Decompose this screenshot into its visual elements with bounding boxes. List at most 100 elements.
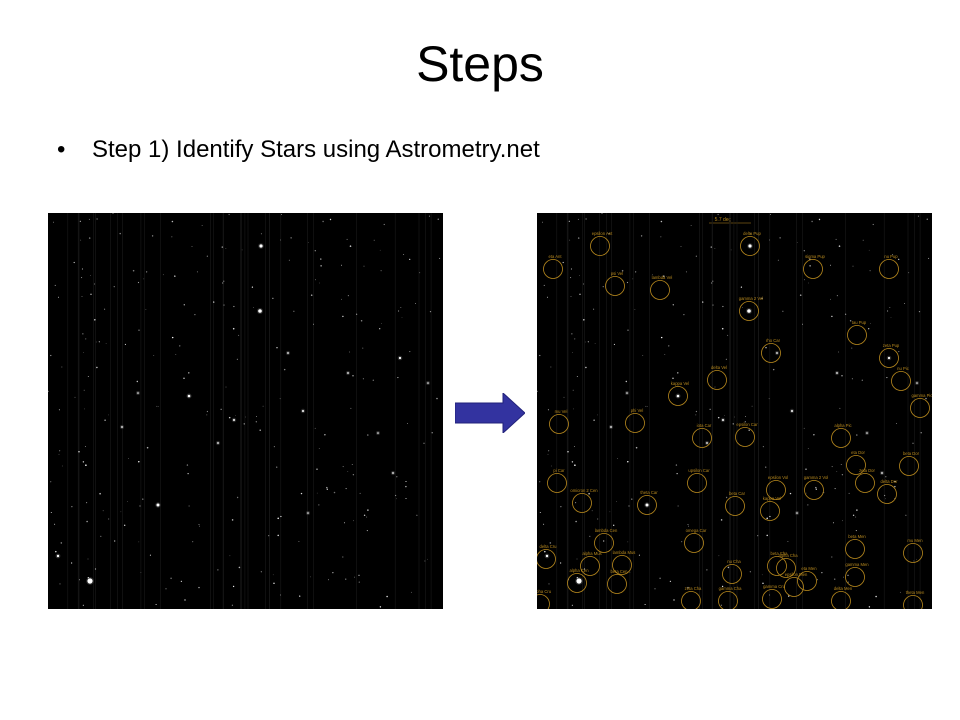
raw-bright-star (398, 356, 402, 360)
annotated-faint-star (688, 525, 689, 527)
annotated-faint-star (627, 329, 629, 331)
raw-faint-star (358, 574, 360, 576)
annotated-faint-star (585, 366, 587, 369)
raw-faint-star (349, 245, 352, 247)
annotated-faint-star (834, 578, 836, 580)
star-label: pi Car (553, 468, 565, 473)
raw-faint-star (85, 464, 87, 466)
star-label: psi Vel (611, 271, 623, 276)
raw-faint-star (283, 368, 286, 371)
annotated-faint-star (928, 257, 930, 259)
annotated-faint-star (912, 442, 914, 445)
annotation-ring (740, 236, 760, 256)
annotated-faint-star (575, 520, 577, 523)
annotated-faint-star (832, 522, 835, 524)
annotated-faint-star (847, 574, 849, 576)
raw-star-field-image (48, 213, 443, 609)
annotated-faint-star (559, 562, 562, 564)
star-label: eta Ant (548, 254, 562, 259)
raw-faint-star (138, 541, 140, 543)
raw-faint-star (55, 550, 57, 553)
annotated-faint-star (597, 518, 599, 520)
annotated-faint-star (663, 275, 665, 277)
raw-faint-star (231, 519, 234, 521)
raw-faint-star (128, 458, 129, 459)
annotated-faint-star (742, 307, 743, 308)
annotated-faint-star (926, 218, 928, 220)
raw-faint-star (372, 379, 374, 381)
raw-faint-star (119, 232, 121, 235)
annotated-faint-star (583, 568, 586, 570)
annotated-faint-star (802, 323, 803, 325)
raw-faint-star (347, 295, 349, 297)
annotated-faint-star (898, 351, 900, 353)
raw-faint-star (363, 514, 366, 516)
annotated-bright-star (676, 394, 680, 398)
annotated-faint-star (660, 220, 663, 223)
annotated-faint-star (687, 586, 689, 589)
raw-faint-star (409, 351, 411, 353)
raw-faint-star (347, 471, 349, 472)
annotated-faint-star (870, 323, 871, 324)
raw-faint-star (81, 277, 83, 279)
raw-faint-star (50, 354, 52, 357)
raw-faint-star (268, 535, 270, 537)
annotated-faint-star (851, 347, 853, 349)
star-label: kappa Vel (671, 381, 689, 386)
raw-faint-star (87, 375, 89, 377)
annotated-bright-star (722, 419, 724, 421)
raw-faint-star (124, 343, 126, 345)
raw-faint-star (220, 408, 222, 410)
star-label: nu Cha (727, 559, 741, 564)
annotated-faint-star (714, 248, 716, 250)
raw-faint-star (191, 245, 193, 248)
raw-faint-star (82, 604, 84, 606)
raw-faint-star (358, 581, 360, 583)
raw-faint-star (363, 265, 365, 267)
annotated-faint-star (627, 460, 629, 463)
raw-faint-star (403, 254, 405, 255)
star-label: lambda Cen (595, 528, 618, 533)
raw-faint-star (379, 249, 381, 251)
annotated-faint-star (779, 237, 781, 239)
annotated-faint-star (768, 398, 770, 400)
raw-faint-star (349, 351, 351, 353)
annotated-faint-star (571, 461, 574, 463)
annotated-faint-star (617, 458, 618, 459)
annotated-faint-star (789, 492, 792, 495)
annotated-faint-star (807, 448, 809, 449)
raw-faint-star (53, 221, 55, 223)
annotated-faint-star (579, 293, 581, 295)
annotation-ring (877, 484, 897, 504)
raw-faint-star (342, 466, 344, 468)
raw-faint-star (175, 354, 177, 356)
star-label: theta Men (906, 590, 925, 595)
annotation-ring (684, 533, 704, 553)
annotated-faint-star (727, 566, 730, 569)
annotation-ring (735, 427, 755, 447)
annotation-ring (879, 259, 899, 279)
raw-faint-star (82, 352, 84, 353)
annotation-ring (537, 594, 550, 609)
annotated-faint-star (680, 245, 682, 248)
annotated-faint-star (815, 486, 817, 489)
annotated-bright-star (796, 512, 798, 514)
raw-faint-star (290, 237, 292, 239)
annotated-faint-star (571, 352, 573, 353)
star-label: mu Men (907, 538, 923, 543)
annotated-faint-star (918, 310, 921, 313)
raw-faint-star (81, 268, 83, 270)
raw-faint-star (313, 323, 314, 325)
raw-faint-star (170, 577, 172, 580)
raw-faint-star (238, 334, 240, 336)
annotated-faint-star (872, 223, 874, 226)
raw-faint-star (277, 517, 279, 520)
annotated-faint-star (796, 242, 798, 243)
raw-faint-star (198, 586, 200, 589)
raw-faint-star (396, 498, 397, 500)
raw-faint-star (54, 284, 56, 286)
annotation-ring (803, 259, 823, 279)
annotated-faint-star (892, 254, 894, 255)
raw-faint-star (99, 492, 101, 495)
raw-faint-star (223, 280, 225, 282)
